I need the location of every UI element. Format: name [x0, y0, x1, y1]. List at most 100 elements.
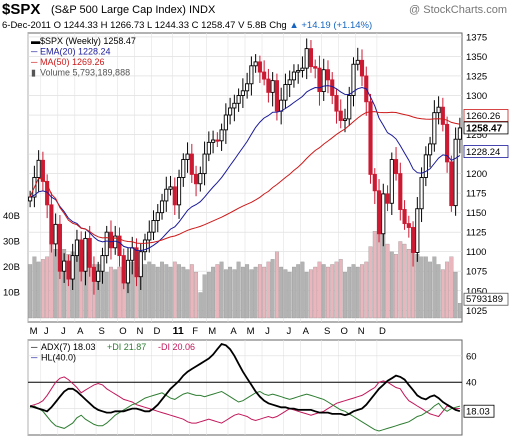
candle-body	[376, 190, 382, 235]
candle-body	[321, 69, 326, 93]
volume-bar	[245, 264, 250, 319]
candle-body	[172, 186, 177, 206]
adx-tag-label: 18.03	[466, 407, 490, 418]
candle-body	[372, 173, 377, 192]
volume-bar	[113, 269, 118, 319]
volume-bar	[177, 264, 181, 319]
month-label: S	[324, 326, 330, 337]
ma50-line	[29, 111, 461, 244]
volume-tag-label: 5793189	[466, 294, 503, 305]
candle-body	[219, 129, 224, 142]
volume-bar	[40, 259, 45, 319]
candle-body	[117, 235, 122, 257]
chart-header: $SPX (S&P 500 Large Cap Index) INDX @ St…	[0, 0, 515, 34]
volume-bar	[453, 271, 458, 319]
volume-bar	[172, 261, 177, 319]
price-legend-marker: ▬	[31, 36, 40, 46]
volume-bar	[36, 261, 41, 319]
candle-body	[457, 127, 462, 140]
candle-body	[279, 99, 284, 112]
volume-bar	[219, 261, 224, 319]
candle-body	[236, 95, 241, 104]
month-label: S	[98, 326, 104, 337]
price-legend-item: $SPX (Weekly) 1258.47	[40, 36, 136, 46]
volume-bar	[198, 292, 203, 319]
candle-body	[223, 114, 228, 131]
price-legend-item: Volume 5,793,189,888	[40, 68, 130, 78]
candle-body	[351, 63, 356, 96]
price-tick-label: 1300	[466, 91, 487, 102]
candle-body	[342, 118, 348, 121]
volume-bar	[117, 266, 122, 319]
volume-bar	[189, 264, 194, 319]
index-name: (S&P 500 Large Cap Index) INDX	[51, 4, 216, 16]
candle-body	[283, 84, 288, 101]
volume-bar	[202, 274, 207, 319]
volume-bar	[351, 264, 356, 319]
quote-line: 6-Dec-2011 O 1244.33 H 1266.73 L 1244.33…	[2, 20, 372, 31]
volume-bar	[249, 269, 254, 319]
candle-body	[445, 123, 450, 163]
price-tag-label: 1260.26	[466, 111, 500, 122]
candle-body	[253, 61, 258, 67]
price-legend-marker: ─	[30, 47, 38, 57]
plus-di-line	[29, 390, 461, 432]
volume-bar	[104, 271, 109, 319]
price-tick-label: 1375	[466, 32, 487, 43]
candle-body	[57, 223, 62, 272]
candle-body	[296, 70, 301, 73]
volume-bar	[279, 266, 284, 319]
candle-body	[406, 223, 411, 228]
candle-body	[121, 255, 126, 284]
candle-body	[74, 239, 79, 257]
volume-bar	[381, 233, 386, 319]
candle-body	[155, 212, 160, 221]
candle-body	[40, 159, 45, 182]
month-label: J	[265, 326, 270, 337]
adx-legend-marker: ─	[30, 342, 38, 352]
month-label: N	[358, 326, 365, 337]
volume-bar	[257, 264, 262, 319]
volume-bar	[253, 266, 258, 319]
adx-legend-item: ADX(7) 18.03	[41, 342, 96, 352]
candle-body	[206, 141, 211, 155]
volume-bar	[45, 256, 50, 319]
candle-body	[100, 255, 105, 272]
price-legend-item: EMA(20) 1228.24	[40, 47, 111, 57]
volume-bar	[49, 241, 54, 319]
volume-bar	[321, 264, 326, 319]
candle-body	[436, 106, 441, 114]
candle-body	[449, 161, 454, 207]
candle-body	[211, 139, 216, 143]
volume-bar	[445, 261, 450, 319]
candle-body	[83, 237, 88, 272]
candle-body	[287, 79, 292, 86]
candle-body	[347, 95, 352, 120]
candle-body	[87, 237, 92, 268]
volume-bar	[287, 271, 292, 319]
candle-body	[104, 231, 109, 257]
adx-line	[29, 342, 461, 417]
volume-bar	[423, 256, 428, 319]
price-tag-label: 1258.47	[466, 123, 503, 134]
volume-bar	[385, 243, 390, 319]
price-tag-label: 1228.24	[466, 147, 500, 158]
volume-bar	[347, 266, 352, 319]
minus-di-line	[29, 376, 460, 424]
volume-bar	[436, 264, 441, 319]
ticker-symbol: $SPX	[2, 1, 41, 18]
candle-body	[198, 173, 203, 185]
candle-body	[181, 159, 186, 178]
month-label: M	[247, 326, 255, 337]
candle-body	[138, 251, 143, 278]
ema20-line	[29, 85, 461, 252]
candle-body	[79, 239, 84, 272]
volume-bar	[326, 266, 330, 319]
volume-bar	[304, 271, 309, 319]
volume-bar	[270, 259, 275, 319]
candle-body	[385, 193, 390, 204]
volume-bar	[262, 266, 267, 319]
volume-tag-box	[463, 292, 509, 306]
price-legend-marker: ▮	[31, 68, 36, 78]
